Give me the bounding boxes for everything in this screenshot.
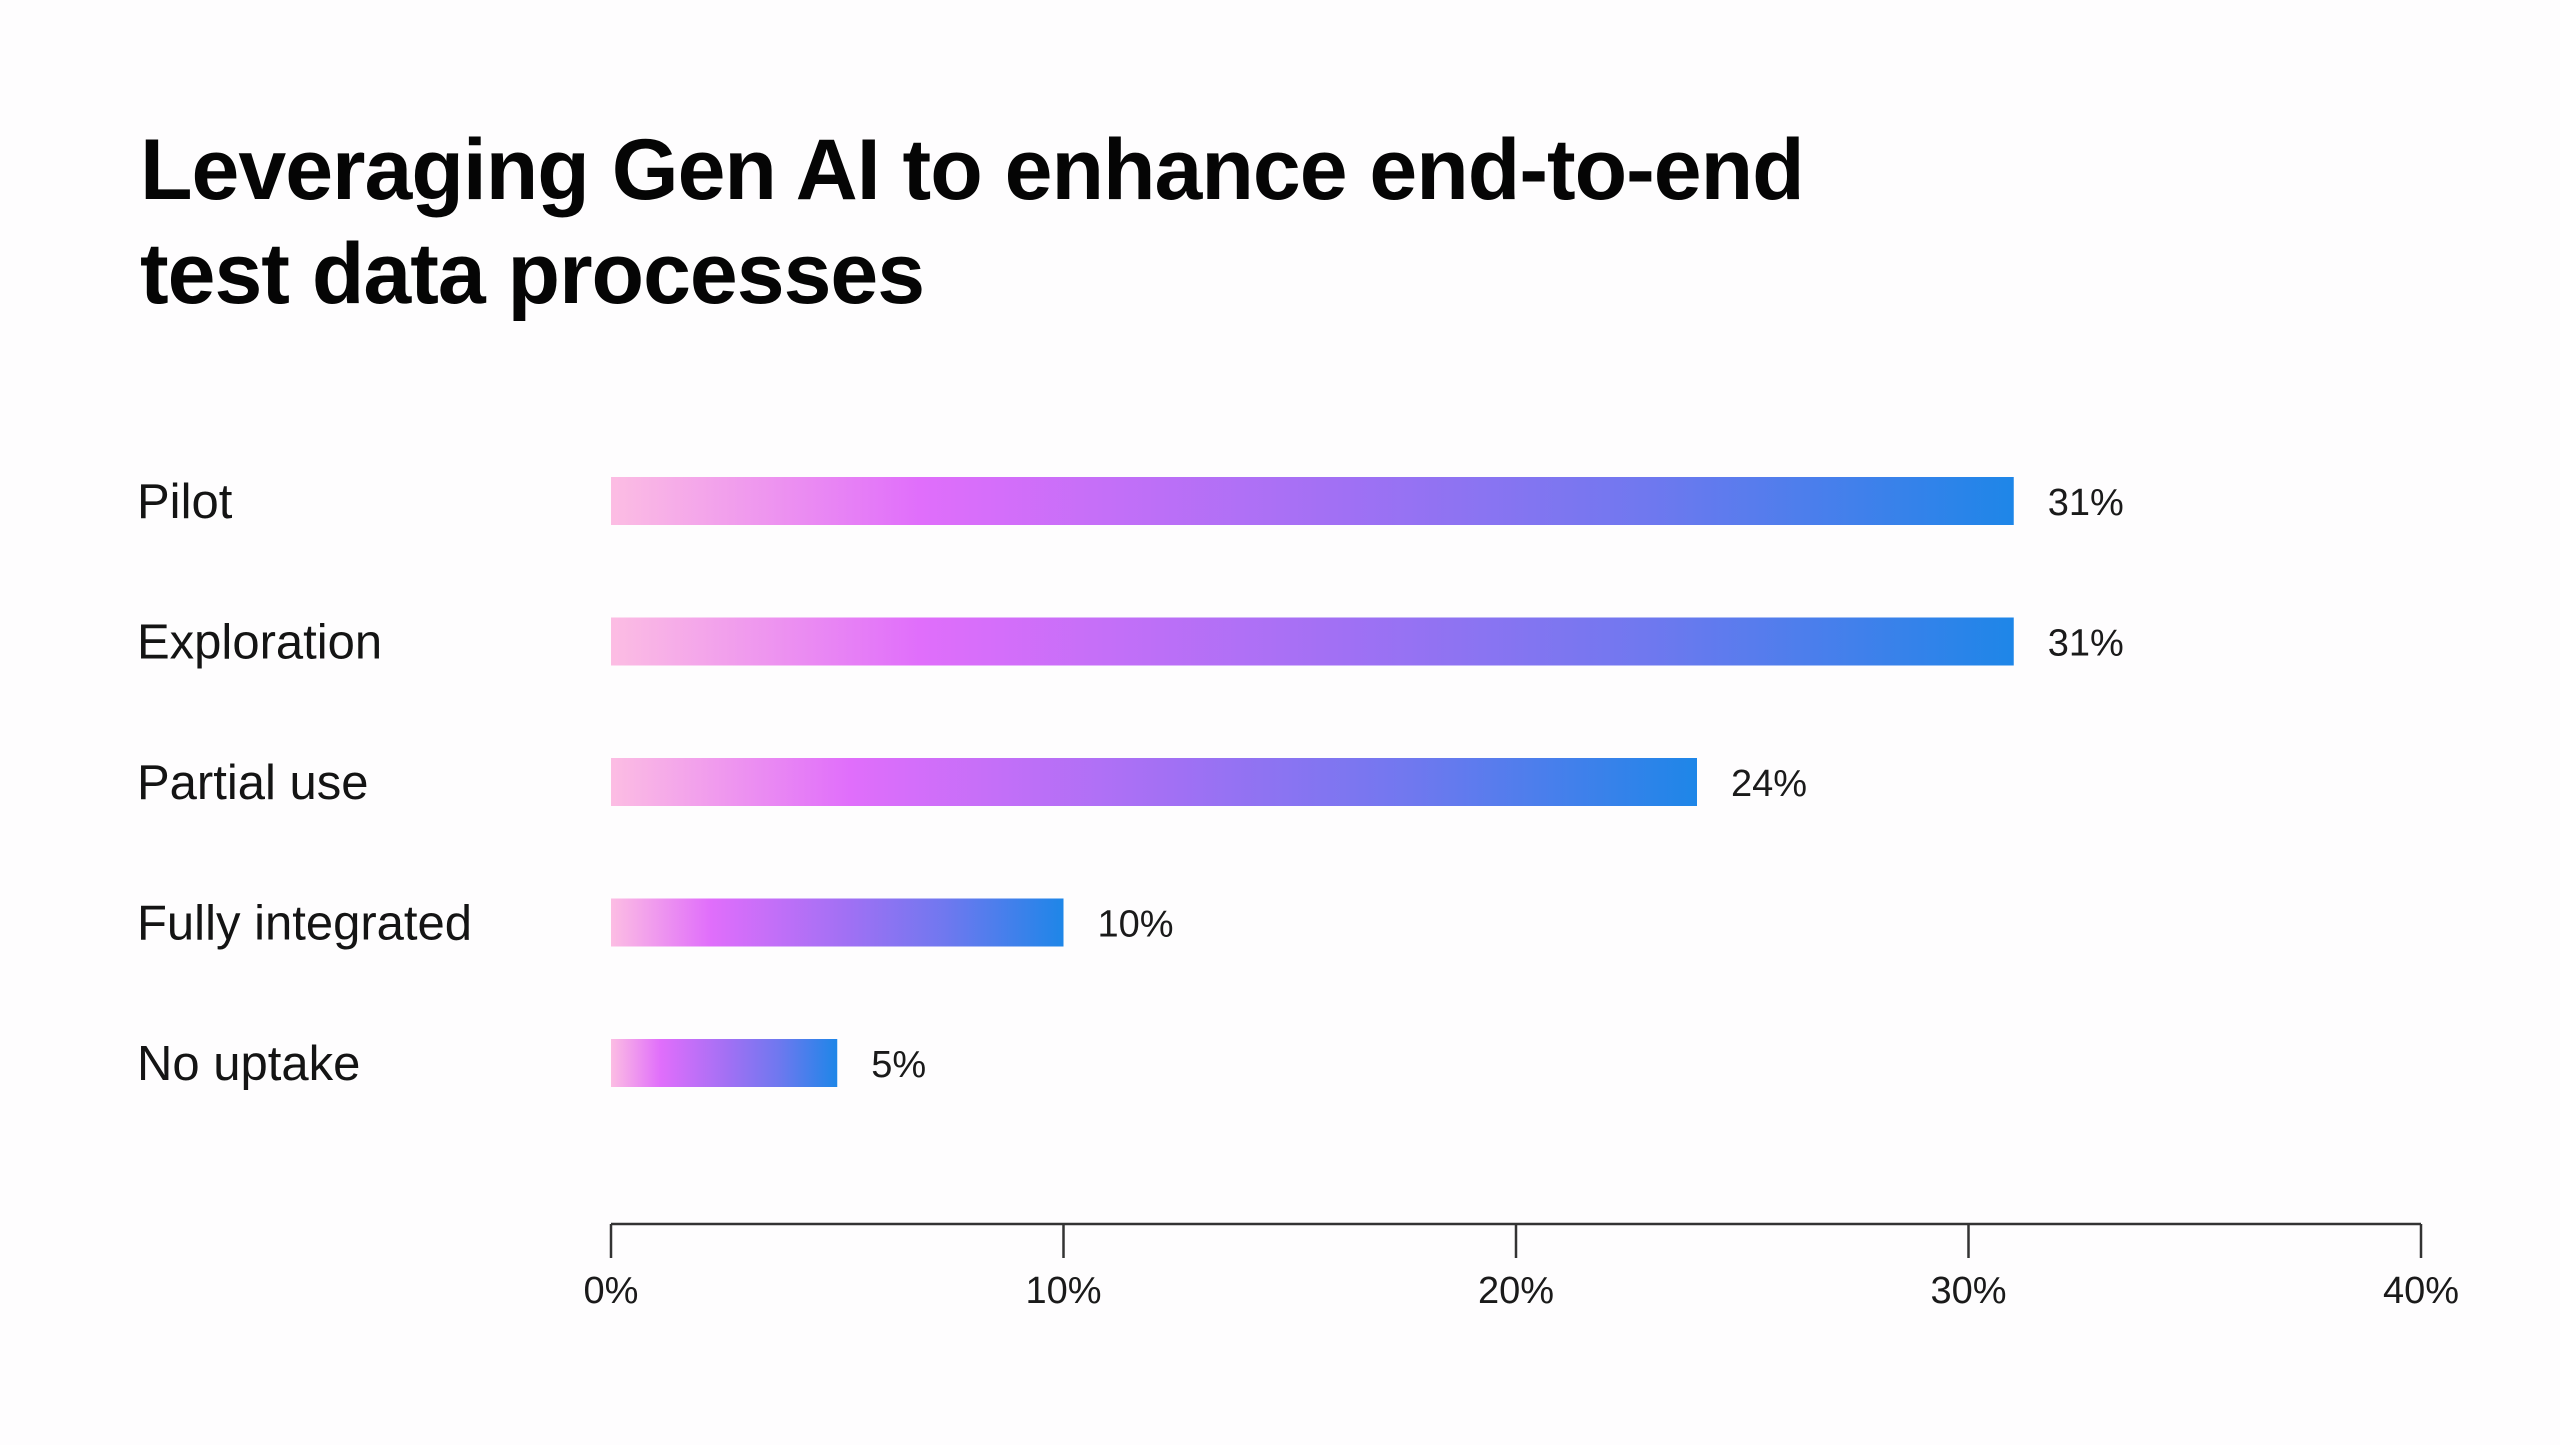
value-label: 31% — [2048, 623, 2124, 665]
bar — [611, 898, 1064, 947]
category-label: Exploration — [137, 616, 382, 670]
x-tick-label: 40% — [2383, 1270, 2459, 1312]
x-tick-label: 30% — [1930, 1270, 2006, 1312]
chart-title: Leveraging Gen AI to enhance end-to-end … — [140, 118, 2040, 326]
x-axis: 0% 10% 20% 30% 40% — [584, 1222, 2459, 1312]
bar-row: Fully integrated 10% — [137, 897, 1174, 951]
bar — [611, 617, 2014, 666]
value-label: 10% — [1098, 904, 1174, 946]
bars-layer: Pilot 31% Exploration 31% Partial use 24% Full… — [137, 475, 2124, 1091]
value-label: 31% — [2048, 482, 2124, 524]
chart-title-line-2: test data processes — [140, 226, 925, 322]
bar — [611, 477, 2014, 525]
category-label: Pilot — [137, 475, 233, 529]
x-tick-label: 0% — [584, 1270, 639, 1312]
chart-title-line-1: Leveraging Gen AI to enhance end-to-end — [140, 122, 1805, 218]
category-label: No uptake — [137, 1037, 360, 1091]
bar — [611, 758, 1697, 806]
x-tick-label: 20% — [1478, 1270, 1554, 1312]
value-label: 24% — [1731, 763, 1807, 805]
bar-row: No uptake 5% — [137, 1037, 926, 1091]
category-label: Partial use — [137, 756, 369, 810]
value-label: 5% — [871, 1044, 926, 1086]
bar-row: Pilot 31% — [137, 475, 2124, 529]
x-tick-label: 10% — [1025, 1270, 1101, 1312]
bar-row: Exploration 31% — [137, 616, 2124, 670]
bar-row: Partial use 24% — [137, 756, 1807, 810]
category-label: Fully integrated — [137, 897, 472, 951]
bar — [611, 1039, 838, 1087]
